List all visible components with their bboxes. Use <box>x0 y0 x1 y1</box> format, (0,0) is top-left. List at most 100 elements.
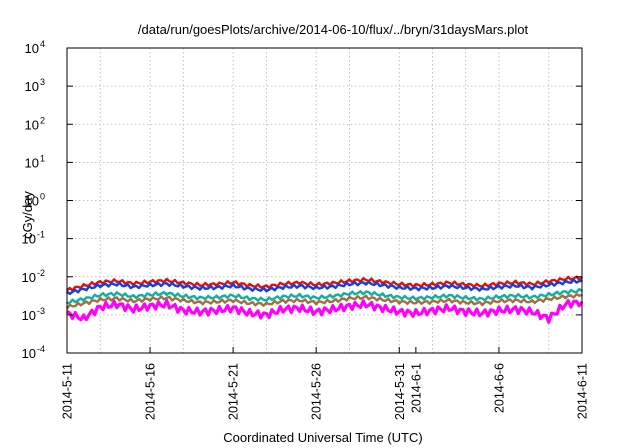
data-series-line <box>66 275 583 292</box>
data-point <box>298 281 301 284</box>
data-point <box>431 309 434 312</box>
data-point <box>232 299 234 302</box>
data-point <box>232 307 234 309</box>
data-point <box>547 284 550 286</box>
x-tick-label: 2014-5-16 <box>144 363 158 420</box>
data-point <box>547 317 550 320</box>
data-point <box>165 283 168 285</box>
data-point <box>149 293 151 296</box>
data-point <box>531 296 533 299</box>
data-point <box>514 299 517 302</box>
data-point <box>248 297 251 300</box>
data-point <box>398 296 401 299</box>
data-point <box>514 308 517 311</box>
y-axis-label: cGy/day <box>20 191 35 239</box>
data-point <box>365 303 367 306</box>
data-point <box>365 282 367 284</box>
chart-title: /data/run/goesPlots/archive/2014-06-10/f… <box>138 22 529 37</box>
data-point <box>315 311 317 313</box>
data-point <box>365 291 367 294</box>
data-point <box>431 296 434 299</box>
data-point <box>165 292 168 295</box>
data-point <box>232 284 234 287</box>
data-point <box>99 284 102 287</box>
data-point <box>332 282 334 284</box>
data-point <box>448 285 450 287</box>
data-point <box>99 306 102 308</box>
data-point <box>398 311 401 313</box>
data-point <box>248 284 251 287</box>
data-point <box>431 287 434 289</box>
data-point <box>232 281 234 284</box>
data-point <box>99 298 102 301</box>
data-point <box>348 297 351 300</box>
data-point <box>365 296 367 299</box>
data-point <box>132 282 135 285</box>
data-point <box>481 302 484 305</box>
y-tick-exponent: -1 <box>37 230 45 240</box>
data-point <box>132 286 135 288</box>
data-point <box>464 287 467 289</box>
data-point <box>481 312 484 315</box>
data-series-line <box>66 278 583 296</box>
data-point <box>182 309 185 312</box>
data-point <box>348 305 351 307</box>
data-point <box>531 301 533 303</box>
data-point <box>332 308 334 311</box>
x-axis-label: Coordinated Universal Time (UTC) <box>223 430 422 445</box>
data-point <box>282 295 284 298</box>
data-point <box>149 298 151 300</box>
data-point <box>415 284 417 287</box>
data-point <box>248 302 251 305</box>
data-point <box>348 280 351 282</box>
data-point <box>415 312 417 315</box>
data-point <box>514 294 517 297</box>
data-point <box>564 278 567 280</box>
data-point <box>332 295 334 297</box>
data-point <box>481 284 484 287</box>
data-point <box>448 281 450 284</box>
data-point <box>448 299 450 302</box>
grid <box>67 48 582 353</box>
data-point <box>199 284 201 286</box>
data-point <box>199 301 201 304</box>
data-point <box>547 293 550 296</box>
data-point <box>398 283 401 285</box>
data-point <box>531 283 533 285</box>
data-point <box>182 282 185 284</box>
data-point <box>149 280 151 283</box>
data-series-line <box>66 288 583 305</box>
data-point <box>481 298 484 300</box>
data-point <box>282 286 284 289</box>
x-tick-label: 2014-5-21 <box>227 363 241 420</box>
data-point <box>348 292 351 295</box>
data-point <box>415 297 417 300</box>
data-point <box>315 287 317 289</box>
data-point <box>415 301 417 304</box>
data-point <box>498 309 500 312</box>
data-point <box>215 301 218 303</box>
data-point <box>199 311 201 313</box>
data-point <box>265 289 268 291</box>
data-point <box>332 285 334 288</box>
y-tick-exponent: 0 <box>40 192 45 202</box>
data-point <box>215 286 218 289</box>
data-series-line <box>66 293 583 310</box>
data-point <box>464 301 467 304</box>
data-point <box>82 288 85 291</box>
data-point <box>265 285 268 288</box>
data-point <box>448 307 450 309</box>
x-tick-label: 2014-5-11 <box>61 363 75 419</box>
data-point <box>481 288 484 291</box>
data-point <box>116 280 118 282</box>
x-tick-label: 2014-6-1 <box>409 363 423 413</box>
data-point <box>398 286 401 289</box>
data-series-line <box>66 298 584 324</box>
data-point <box>116 283 118 285</box>
data-point <box>531 311 533 313</box>
data-point <box>132 300 135 302</box>
data-point <box>82 317 85 320</box>
data-point <box>298 285 301 287</box>
data-point <box>315 283 317 286</box>
